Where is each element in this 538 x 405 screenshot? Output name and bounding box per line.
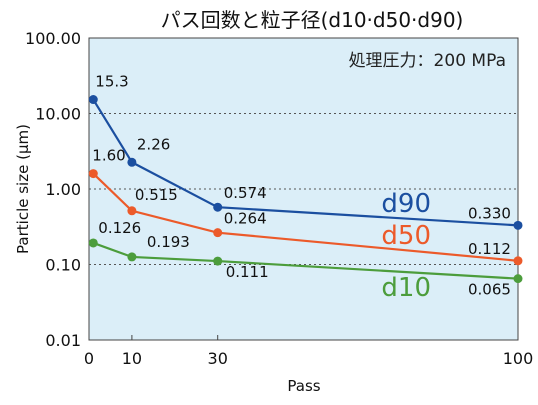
pressure-annotation: 処理圧力：200 MPa [349,51,506,71]
data-label-d50: 1.60 [92,147,125,165]
series-d90: 15.3 2.26 0.574 0.330 d90 [88,73,523,230]
y-axis-label: Particle size (μm) [14,124,32,254]
data-label-d50: 0.264 [224,210,267,228]
series-line-d10 [92,241,519,280]
y-tick-label: 0.01 [45,331,81,350]
y-tick-label: 100.00 [25,29,81,48]
y-tick-label: 0.10 [45,256,81,275]
series-d10: 0.126 0.193 0.111 0.065 d10 [88,219,523,303]
y-tick-label: 10.00 [35,105,81,124]
data-label-d90: 0.330 [468,204,511,222]
chart-title: パス回数と粒子径(d10·d50·d90) [161,8,464,32]
data-label-d10: 0.126 [98,219,141,237]
x-axis-label: Pass [287,377,320,395]
data-label-d50: 0.515 [135,186,178,204]
data-label-d10: 0.111 [226,263,269,281]
data-point-d90 [127,157,137,167]
series-d50: 1.60 0.515 0.264 0.112 d50 [88,147,523,266]
x-tick-label: 0 [84,349,94,368]
data-point-d10 [88,238,98,248]
data-point-d50 [88,169,98,179]
x-tick-label: 30 [208,349,228,368]
series-line-d90 [92,98,519,227]
series-label-d90: d90 [381,189,431,219]
data-label-d90: 15.3 [95,73,128,91]
data-point-d10 [513,274,523,284]
y-tick-label: 1.00 [45,180,81,199]
data-label-d10: 0.193 [147,233,190,251]
data-point-d50 [513,256,523,266]
data-point-d10 [213,256,223,266]
data-point-d90 [213,202,223,212]
data-label-d50: 0.112 [468,240,511,258]
x-tick-label: 10 [122,349,142,368]
data-label-d90: 0.574 [224,184,267,202]
data-label-d90: 2.26 [137,135,170,153]
series-label-d10: d10 [381,273,431,303]
data-point-d50 [127,206,137,216]
series-line-d50 [92,172,519,262]
series-label-d50: d50 [381,221,431,251]
data-point-d90 [513,220,523,230]
x-tick-label: 100 [503,349,534,368]
data-point-d50 [213,228,223,238]
data-point-d90 [88,95,98,105]
data-point-d10 [127,252,137,262]
data-label-d10: 0.065 [468,281,511,299]
